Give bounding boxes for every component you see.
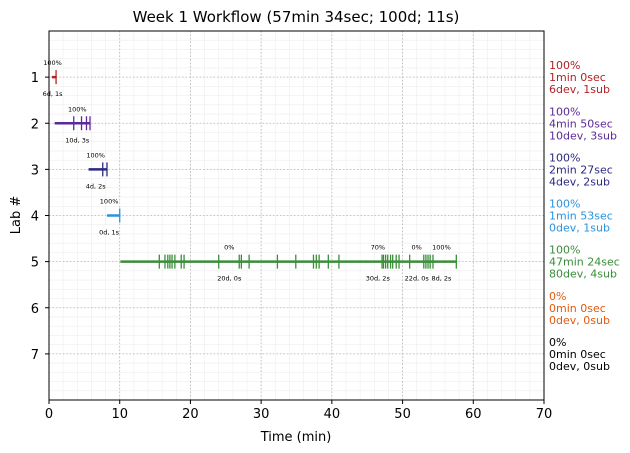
lab-5-segment-detail: 30d, 2s: [366, 275, 391, 283]
grid: [48, 31, 545, 400]
lab-2-summary-line: 100%: [549, 105, 580, 118]
lab-5-segment-percent: 100%: [432, 244, 451, 252]
lab-6-summary-line: 0dev, 0sub: [549, 314, 610, 327]
lab-1-segment-detail: 6d, 1s: [43, 90, 64, 98]
lab-3-summary-line: 100%: [549, 151, 580, 164]
lab-3-segment-detail: 4d, 2s: [86, 182, 107, 190]
y-tick-label: 4: [31, 210, 39, 225]
lab-4-segment-percent: 100%: [100, 198, 119, 206]
segment-labels: 100% 6d, 1s 100% 10d, 3s 100% 4d, 2s 100% 0d, 1…: [43, 59, 452, 283]
x-tick-label: 40: [324, 407, 341, 422]
lab-5-segment-percent: 0%: [224, 244, 234, 252]
lab-1-segment-percent: 100%: [43, 59, 62, 67]
lab-6-summary-line: 0min 0sec: [549, 302, 606, 315]
lab-5-segment-percent: 70%: [371, 244, 385, 252]
lab-1-summary-line: 100%: [549, 59, 580, 72]
lab-2-summary-line: 10dev, 3sub: [549, 129, 617, 142]
lab-7-summary-line: 0dev, 0sub: [549, 360, 610, 373]
y-tick-label: 6: [31, 302, 39, 317]
y-tick-label: 5: [31, 256, 39, 271]
lab-4-summary-line: 1min 53sec: [549, 210, 613, 223]
lab-4-segment-detail: 0d, 1s: [99, 229, 120, 237]
y-tick-label: 3: [31, 163, 39, 178]
lab-2-segment-percent: 100%: [68, 105, 87, 113]
lab-4-summary-line: 0dev, 1sub: [549, 222, 610, 235]
chart-title: Week 1 Workflow (57min 34sec; 100d; 11s): [133, 8, 460, 26]
lab-6-summary-line: 0%: [549, 290, 566, 303]
lab-4-summary-line: 100%: [549, 198, 580, 211]
lab-5-summary-line: 100%: [549, 244, 580, 257]
y-axis-label: Lab #: [9, 196, 24, 235]
data-marks: [51, 70, 458, 269]
lab-5-summary-line: 80dev, 4sub: [549, 268, 617, 281]
x-tick-label: 20: [182, 407, 199, 422]
lab-5-segment-detail: 8d, 2s: [432, 275, 453, 283]
lab-2-segment-detail: 10d, 3s: [65, 136, 90, 144]
lab-5-segment-detail: 20d, 0s: [217, 275, 242, 283]
x-tick-label: 50: [394, 407, 411, 422]
lab-7-summary-line: 0%: [549, 336, 566, 349]
lab-7-summary-line: 0min 0sec: [549, 348, 606, 361]
y-tick-label: 2: [31, 117, 39, 132]
x-tick-label: 0: [45, 407, 53, 422]
lab-5-segment-percent: 0%: [412, 244, 422, 252]
lab-3-summary-line: 2min 27sec: [549, 163, 613, 176]
x-axis-label: Time (min): [260, 430, 332, 445]
y-tick-label: 1: [31, 71, 39, 86]
lab-1-summary-line: 1min 0sec: [549, 71, 606, 84]
y-tick-label: 7: [31, 348, 39, 363]
lab-3-summary-line: 4dev, 2sub: [549, 175, 610, 188]
axes: 0 10 20 30 40 50 60 70 1 2 3 4 5 6 7: [31, 71, 553, 422]
x-tick-label: 30: [253, 407, 270, 422]
lab-5-summary-line: 47min 24sec: [549, 256, 620, 269]
lab-1-summary-line: 6dev, 1sub: [549, 83, 610, 96]
x-tick-label: 70: [536, 407, 553, 422]
x-tick-label: 10: [111, 407, 128, 422]
lab-3-segment-percent: 100%: [86, 151, 105, 159]
lab-5-segment-detail: 22d, 0s: [405, 275, 430, 283]
x-tick-label: 60: [465, 407, 482, 422]
lab-2-summary-line: 4min 50sec: [549, 117, 613, 130]
